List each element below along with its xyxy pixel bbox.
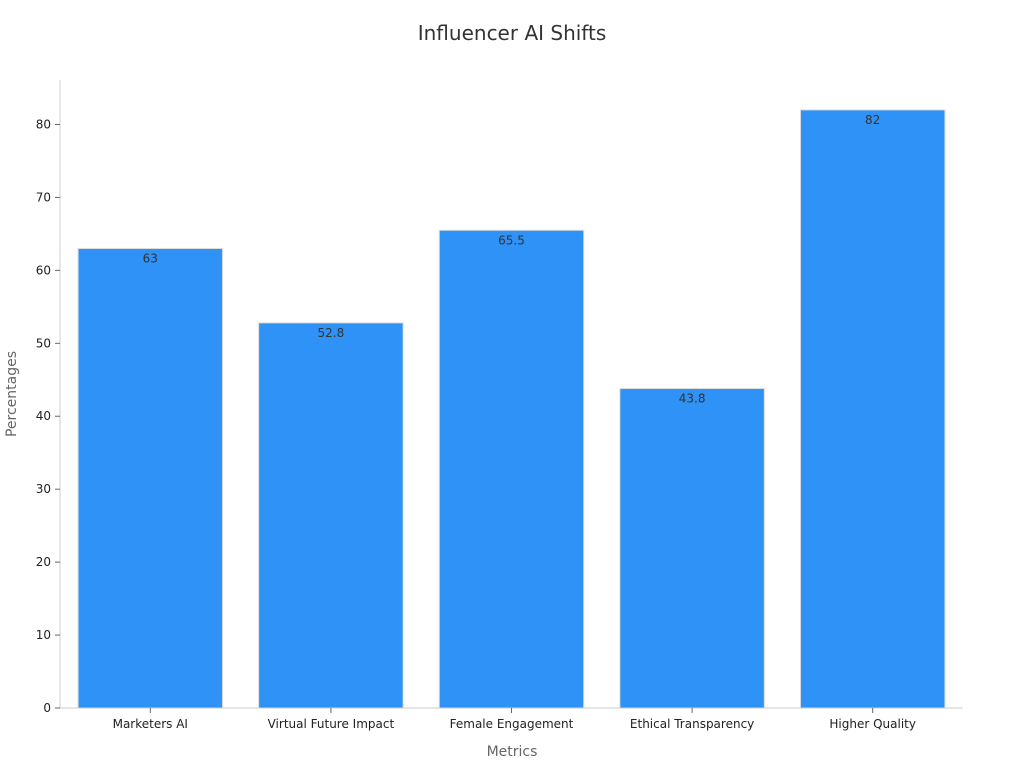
y-tick-label: 20 xyxy=(36,555,51,569)
x-axis: Marketers AI Virtual Future Impact Female … xyxy=(60,707,963,731)
y-axis: 0 10 20 30 40 50 60 70 80 xyxy=(36,80,61,715)
bar xyxy=(77,247,224,709)
bar xyxy=(258,322,404,709)
chart-title: Influencer AI Shifts xyxy=(418,21,607,45)
bar-value-label: 43.8 xyxy=(679,392,706,406)
y-tick-label: 60 xyxy=(36,263,51,277)
y-tick-label: 0 xyxy=(43,701,51,715)
y-tick-label: 30 xyxy=(36,482,51,496)
bar xyxy=(438,229,585,709)
bar-value-label: 52.8 xyxy=(318,326,345,340)
y-tick-label: 80 xyxy=(36,117,51,131)
bar xyxy=(619,388,765,709)
bars: 63 52.8 65.5 43.8 82 xyxy=(77,109,946,709)
y-tick-label: 40 xyxy=(36,409,51,423)
x-tick-label: Ethical Transparency xyxy=(630,717,754,731)
y-tick-label: 70 xyxy=(36,190,51,204)
y-tick-label: 50 xyxy=(36,336,51,350)
bar-value-label: 65.5 xyxy=(498,233,525,247)
y-tick-label: 10 xyxy=(36,628,51,642)
bar-value-label: 63 xyxy=(143,251,158,265)
y-axis-label: Percentages xyxy=(4,351,20,437)
x-tick-label: Virtual Future Impact xyxy=(268,717,395,731)
bar-value-label: 82 xyxy=(865,113,880,127)
x-tick-label: Higher Quality xyxy=(829,717,916,731)
x-axis-label: Metrics xyxy=(487,744,538,760)
x-tick-label: Marketers AI xyxy=(113,717,188,731)
x-tick-label: Female Engagement xyxy=(450,717,574,731)
bar xyxy=(799,109,946,709)
